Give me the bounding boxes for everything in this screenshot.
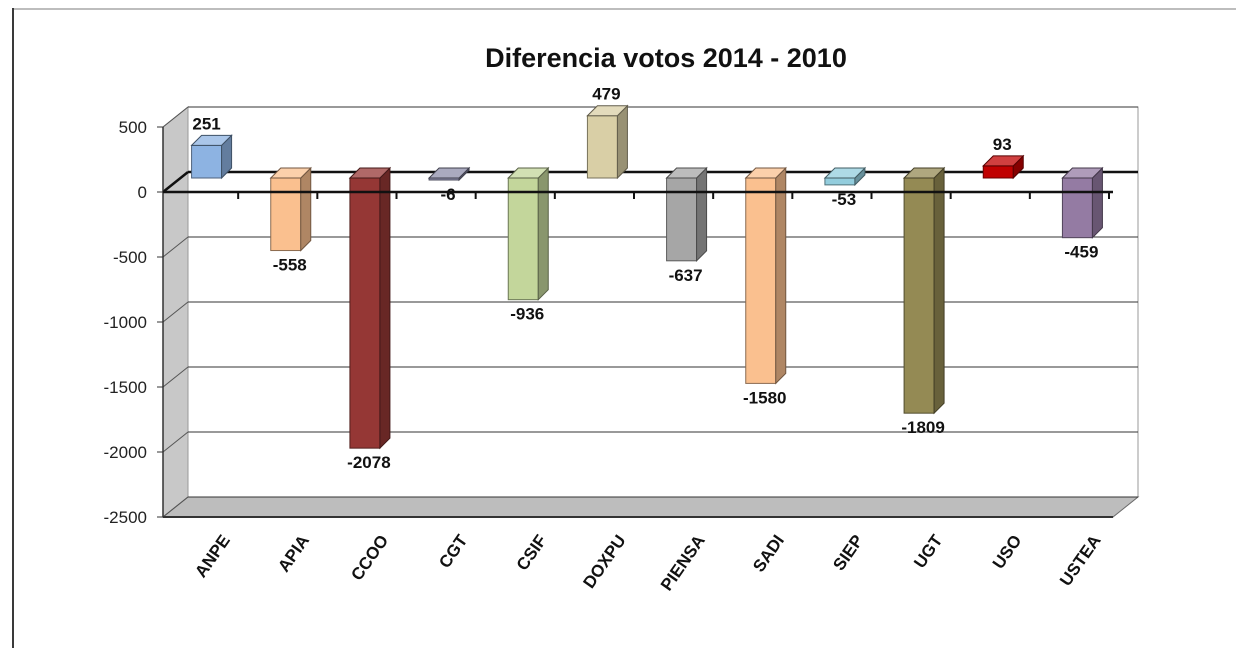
frame-left-border: [12, 8, 14, 648]
data-label-sadi: -1580: [743, 388, 786, 407]
y-tick-label: 500: [119, 118, 147, 137]
gridline-side: [162, 171, 189, 193]
bar-csif-top: [507, 167, 550, 179]
bar-apia-top: [269, 167, 312, 179]
chart-title: Diferencia votos 2014 - 2010: [485, 43, 847, 73]
x-tick-label-piensa: PIENSA: [657, 531, 709, 594]
bar-ccoo-side: [379, 166, 391, 450]
x-tick-label-anpe: ANPE: [191, 531, 234, 581]
x-tick-label-ustea: USTEA: [1056, 531, 1105, 589]
x-tick-label-ugt: UGT: [910, 531, 946, 572]
bar-ccoo-top: [348, 167, 392, 179]
gridline-side: [162, 301, 189, 323]
data-label-ugt: -1809: [901, 418, 944, 437]
y-tick-label: -2000: [104, 443, 147, 462]
bar-cgt-top: [427, 167, 471, 179]
bar-ccoo-front: [349, 177, 381, 449]
data-label-piensa: -637: [669, 266, 703, 285]
bar-uso-top: [982, 155, 1025, 167]
bar-piensa-top: [665, 167, 708, 179]
bar-siep-top: [823, 167, 867, 179]
bar-piensa-front: [666, 177, 698, 262]
data-label-csif: -936: [510, 305, 544, 324]
bar-doxpu-front: [586, 115, 618, 179]
data-label-uso: 93: [993, 135, 1012, 154]
bar-sadi-side: [775, 166, 787, 385]
gridline-side: [162, 496, 189, 518]
gridline-side: [162, 431, 189, 453]
bar-apia-side: [300, 166, 312, 252]
gridline-side: [162, 366, 189, 388]
y-tick-label: -1000: [104, 313, 147, 332]
bars: [190, 104, 1104, 450]
x-tick-label-uso: USO: [989, 531, 1026, 572]
data-labels: 251 -558 -2078 -6 -936 479 -637 -1580 -53 -1809 93…: [192, 85, 1098, 472]
gridline-side: [162, 106, 189, 128]
bar-apia-front: [270, 177, 302, 252]
bar-ugt-side: [933, 166, 945, 415]
bar-doxpu-side: [616, 104, 628, 180]
floor: [161, 496, 1140, 518]
data-label-apia: -558: [273, 256, 307, 275]
x-tick-label-doxpu: DOXPU: [579, 531, 629, 591]
gridline-side: [162, 236, 189, 258]
y-axis: 500 0 -500 -1000 -1500 -2000 -2500: [104, 118, 164, 527]
y-tick-label: -1500: [104, 378, 147, 397]
bar-ustea-top: [1061, 167, 1104, 179]
x-tick-label-ccoo: CCOO: [347, 531, 392, 584]
bar-ustea-front: [1061, 177, 1093, 239]
bar-csif-side: [537, 166, 549, 301]
data-label-anpe: 251: [192, 114, 220, 133]
bar-sadi-front: [745, 177, 777, 384]
bar-siep-front: [824, 177, 856, 186]
bar-ugt-top: [902, 167, 946, 179]
x-tick-label-sadi: SADI: [749, 531, 788, 575]
y-tick-label: 0: [138, 183, 147, 202]
bar-uso-front: [982, 165, 1014, 179]
y-tick-label: -500: [113, 248, 147, 267]
bar-sadi-top: [744, 167, 787, 179]
gridlines: [162, 106, 1138, 518]
bar-piensa-side: [696, 166, 708, 263]
x-tick-label-csif: CSIF: [513, 531, 551, 574]
bar-csif-front: [507, 177, 539, 301]
data-label-siep: -53: [832, 190, 857, 209]
bar-anpe-top: [190, 134, 233, 146]
bar-ustea-side: [1091, 166, 1103, 239]
frame-top-border: [12, 8, 1236, 10]
x-tick-label-apia: APIA: [274, 531, 313, 575]
data-label-doxpu: 479: [592, 85, 620, 104]
x-tick-label-siep: SIEP: [829, 531, 867, 574]
data-label-cgt: -6: [441, 185, 456, 204]
bar-anpe-front: [191, 144, 223, 179]
bar-doxpu-top: [586, 105, 629, 117]
bar-ugt-front: [903, 177, 935, 414]
y-tick-label: -2500: [104, 508, 147, 527]
data-label-ccoo: -2078: [347, 453, 390, 472]
x-tick-label-cgt: CGT: [435, 531, 471, 572]
data-label-ustea: -459: [1064, 243, 1098, 262]
